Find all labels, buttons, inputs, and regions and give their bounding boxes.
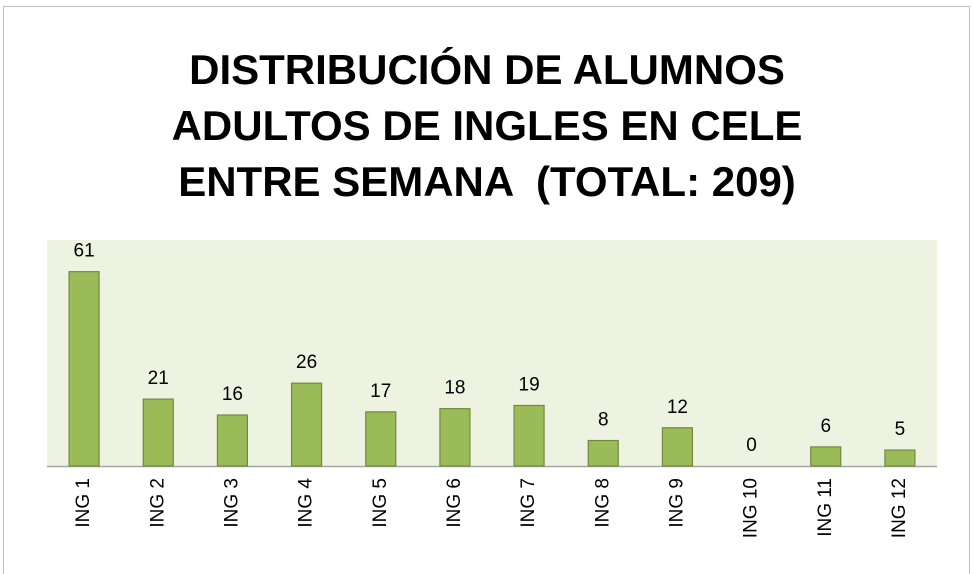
- data-label: 17: [370, 381, 391, 402]
- x-tick-label: ING 1: [73, 478, 94, 528]
- bar: [365, 411, 397, 467]
- bar: [68, 271, 100, 467]
- bar: [661, 427, 694, 467]
- x-tick-label: ING 9: [666, 478, 687, 528]
- x-tick-label: ING 5: [370, 478, 391, 528]
- x-tick-label: ING 2: [147, 478, 168, 528]
- x-tick-label: ING 4: [296, 478, 317, 528]
- bar: [884, 449, 916, 467]
- bar: [439, 408, 471, 467]
- data-label: 21: [148, 368, 169, 389]
- plot-area: [47, 240, 937, 466]
- x-tick-label: ING 7: [518, 478, 539, 528]
- bar: [290, 382, 323, 467]
- chart-title: DISTRIBUCIÓN DE ALUMNOS ADULTOS DE INGLE…: [171, 46, 815, 205]
- data-label: 16: [222, 384, 243, 405]
- x-tick-label: ING 3: [221, 478, 242, 528]
- bar: [587, 439, 619, 467]
- data-label: 12: [667, 397, 688, 418]
- data-label: 19: [519, 374, 540, 395]
- chart-border: [3, 6, 970, 574]
- data-label: 61: [74, 241, 95, 262]
- bar: [513, 404, 545, 467]
- data-label: 6: [820, 416, 831, 437]
- x-tick-label: ING 6: [444, 478, 465, 528]
- data-label: 5: [895, 419, 906, 440]
- data-label: 0: [746, 435, 757, 456]
- data-label: 8: [598, 410, 609, 431]
- x-tick-label: ING 8: [592, 478, 613, 528]
- data-label: 26: [296, 352, 317, 373]
- x-tick-label: ING 12: [889, 478, 910, 538]
- x-tick-label: ING 10: [741, 478, 762, 538]
- data-label: 18: [444, 378, 465, 399]
- x-tick-label: ING 11: [815, 478, 836, 537]
- bar: [142, 398, 174, 467]
- bar: [216, 414, 249, 467]
- bar: [810, 446, 842, 467]
